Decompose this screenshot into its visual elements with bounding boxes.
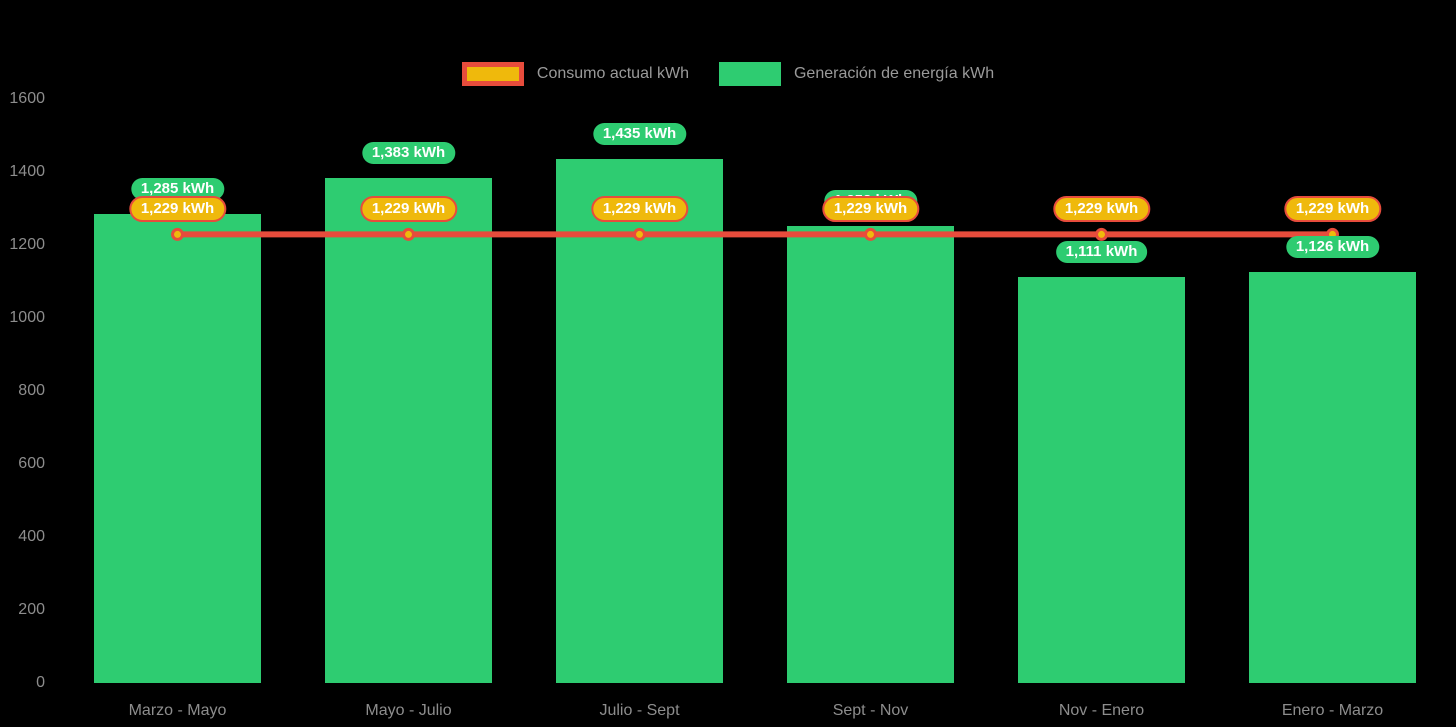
generacion-value-label: 1,111 kWh xyxy=(1055,241,1148,264)
y-axis-label: 800 xyxy=(18,382,45,399)
y-axis-label: 0 xyxy=(36,674,45,691)
consumo-value-label: 1,229 kWh xyxy=(590,196,689,223)
legend: Consumo actual kWh Generación de energía… xyxy=(0,62,1456,86)
consumo-value-label: 1,229 kWh xyxy=(1283,196,1382,223)
y-axis-label: 400 xyxy=(18,528,45,545)
generacion-bar[interactable] xyxy=(1018,277,1185,683)
generacion-bar[interactable] xyxy=(556,159,723,683)
consumo-point[interactable] xyxy=(402,227,415,241)
generacion-value-label: 1,383 kWh xyxy=(361,142,456,165)
consumo-point[interactable] xyxy=(864,227,877,241)
x-axis-label: Enero - Marzo xyxy=(1281,702,1384,719)
legend-swatch-consumo-icon xyxy=(461,62,524,86)
consumo-point[interactable] xyxy=(171,227,184,241)
y-axis-label: 1400 xyxy=(9,163,45,180)
consumo-point[interactable] xyxy=(1095,227,1108,241)
x-axis-label: Sept - Nov xyxy=(832,702,909,719)
y-axis-label: 1600 xyxy=(9,90,45,107)
y-axis-label: 1200 xyxy=(9,236,45,253)
generacion-bar[interactable] xyxy=(325,178,492,683)
consumo-point[interactable] xyxy=(633,227,646,241)
x-axis-label: Julio - Sept xyxy=(599,702,680,719)
generacion-bar[interactable] xyxy=(94,213,261,683)
legend-label-consumo: Consumo actual kWh xyxy=(536,65,689,82)
generacion-value-label: 1,126 kWh xyxy=(1285,236,1380,258)
legend-item-consumo[interactable]: Consumo actual kWh xyxy=(461,62,689,86)
legend-swatch-generacion-icon xyxy=(718,62,781,86)
generacion-value-label: 1,435 kWh xyxy=(592,123,687,146)
consumo-value-label: 1,229 kWh xyxy=(1052,196,1151,223)
consumo-value-label: 1,229 kWh xyxy=(359,196,458,223)
y-axis-label: 600 xyxy=(18,455,45,472)
consumo-value-label: 1,229 kWh xyxy=(128,196,227,223)
y-axis-label: 200 xyxy=(18,601,45,618)
x-axis-label: Nov - Enero xyxy=(1058,702,1145,719)
y-axis-label: 1000 xyxy=(9,309,45,326)
generacion-bar[interactable] xyxy=(787,225,954,683)
legend-item-generacion[interactable]: Generación de energía kWh xyxy=(718,62,995,86)
consumo-value-label: 1,229 kWh xyxy=(821,196,920,223)
x-axis-label: Mayo - Julio xyxy=(365,702,452,719)
generacion-value-label: 1,285 kWh xyxy=(130,177,225,200)
legend-label-generacion: Generación de energía kWh xyxy=(793,65,995,82)
generacion-bar[interactable] xyxy=(1249,272,1416,683)
x-axis-label: Marzo - Mayo xyxy=(128,702,227,719)
